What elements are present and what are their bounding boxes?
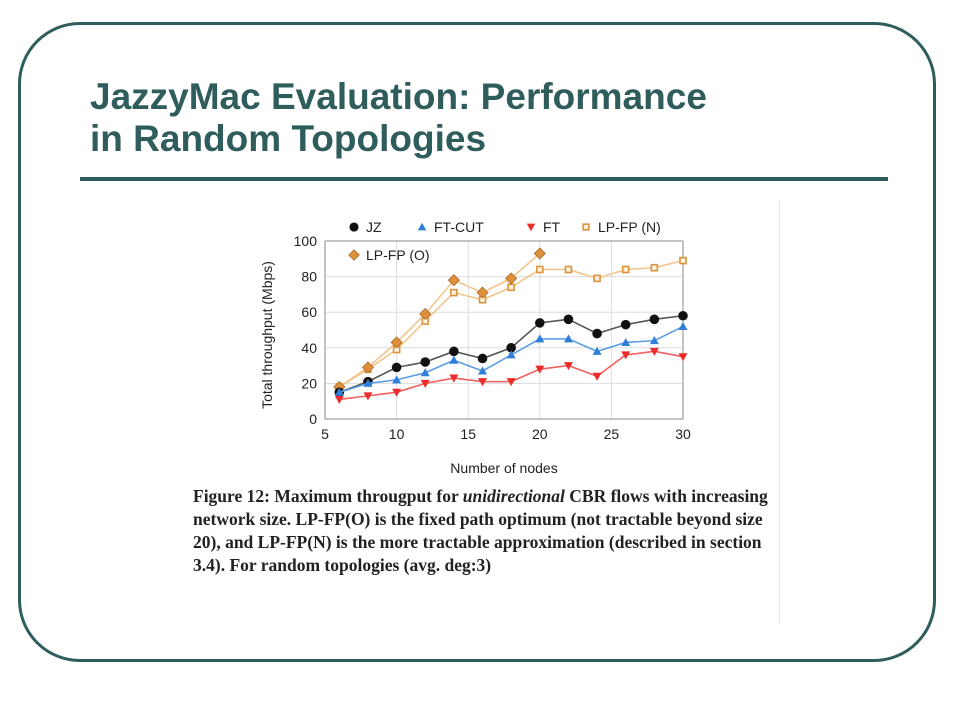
- data-point-lp-fp-o: [447, 274, 460, 287]
- data-point-ft-cut: [449, 355, 459, 364]
- legend-label-jz: JZ: [366, 219, 382, 235]
- y-axis-label: Total throughput (Mbps): [259, 261, 275, 409]
- data-point-jz: [649, 314, 660, 325]
- series-ft: [334, 347, 688, 404]
- series-ft-cut: [334, 321, 688, 396]
- series-line-lp-fp-o: [338, 252, 541, 388]
- data-point-ft-cut: [363, 378, 373, 387]
- x-tick-label: 20: [532, 426, 548, 442]
- y-tick-label: 100: [294, 233, 318, 249]
- title-underline: [80, 177, 888, 181]
- data-point-jz: [535, 318, 545, 328]
- data-point-jz: [420, 357, 431, 367]
- legend-marker-jz: [349, 222, 359, 232]
- data-point-ft: [678, 353, 688, 362]
- data-point-ft: [535, 365, 545, 374]
- series-lp-fp-o: [333, 247, 546, 394]
- data-point-lp-fp-o: [476, 286, 489, 299]
- data-point-lp-fp-n: [650, 263, 659, 272]
- slide-frame: [18, 22, 936, 662]
- legend-marker-lp-fp-o: [348, 249, 360, 261]
- data-point-ft: [478, 378, 488, 387]
- data-point-ft-cut: [592, 346, 602, 355]
- data-point-ft-cut: [392, 375, 402, 384]
- data-point-lp-fp-o: [390, 336, 403, 349]
- data-point-ft: [649, 347, 659, 356]
- data-point-ft-cut: [420, 368, 430, 377]
- data-point-lp-fp-o: [361, 361, 375, 374]
- data-point-jz: [592, 328, 602, 339]
- data-point-ft-cut: [621, 337, 631, 346]
- data-point-ft: [592, 372, 602, 381]
- slide-title-line-1: JazzyMac Evaluation: Performance: [90, 76, 707, 117]
- data-point-lp-fp-n: [679, 256, 687, 265]
- data-point-ft-cut: [678, 321, 688, 330]
- legend-marker-lp-fp-n: [582, 223, 590, 231]
- data-point-lp-fp-n: [593, 274, 601, 283]
- legend-label-lp-fp-n: LP-FP (N): [598, 219, 661, 235]
- data-point-ft-cut: [478, 366, 488, 375]
- data-point-jz: [449, 346, 459, 357]
- x-axis-label: Number of nodes: [450, 460, 557, 476]
- data-point-ft: [392, 388, 402, 397]
- y-tick-label: 40: [301, 340, 317, 356]
- y-tick-label: 0: [309, 411, 317, 427]
- data-point-ft: [621, 351, 631, 360]
- chart-svg: 0 20 40 60 80 100 5 10 15 20 25 30 JZ FT-CUT FT LP-FP …: [259, 219, 691, 476]
- caption-text-end: CBR flows with increasing network size. …: [193, 486, 768, 575]
- data-point-lp-fp-n: [507, 283, 515, 292]
- data-point-jz: [563, 314, 574, 325]
- data-point-ft: [563, 362, 573, 371]
- data-point-ft-cut: [563, 334, 573, 343]
- data-point-ft: [363, 392, 373, 401]
- slide-title: JazzyMac Evaluation: Performance in Rand…: [90, 76, 870, 160]
- throughput-chart: 0 20 40 60 80 100 5 10 15 20 25 30 JZ FT-CUT FT LP-FP …: [250, 205, 710, 485]
- data-point-lp-fp-n: [450, 288, 458, 297]
- chart-series: [333, 247, 688, 404]
- x-tick-label: 25: [604, 426, 620, 442]
- data-point-lp-fp-o: [419, 307, 432, 321]
- figure-caption: Figure 12: Maximum througput for unidire…: [193, 485, 773, 577]
- data-point-jz: [391, 362, 402, 373]
- data-point-ft-cut: [506, 350, 516, 359]
- x-tick-label: 10: [389, 426, 405, 442]
- y-tick-label: 60: [301, 304, 317, 320]
- chart-legend: JZ FT-CUT FT LP-FP (N) LP-FP (O): [348, 219, 661, 263]
- data-point-ft: [334, 395, 344, 404]
- x-tick-label: 5: [321, 426, 329, 442]
- y-tick-label: 20: [301, 375, 317, 391]
- figure-border-line: [779, 200, 780, 624]
- caption-text-start: Figure 12: Maximum througput for: [193, 486, 463, 506]
- x-tick-label: 30: [675, 426, 691, 442]
- plot-area: [324, 240, 684, 420]
- data-point-ft-cut: [535, 334, 545, 343]
- series-jz: [334, 310, 688, 398]
- data-point-lp-fp-n: [564, 265, 573, 274]
- legend-marker-ft-cut: [417, 222, 427, 231]
- y-tick-label: 80: [301, 269, 317, 285]
- x-tick-label: 15: [460, 426, 476, 442]
- data-point-jz: [620, 319, 631, 330]
- data-point-lp-fp-n: [535, 265, 544, 274]
- legend-label-ft: FT: [543, 219, 561, 235]
- legend-label-lp-fp-o: LP-FP (O): [366, 247, 430, 263]
- data-point-jz: [477, 353, 488, 364]
- legend-label-ft-cut: FT-CUT: [434, 219, 484, 235]
- data-point-lp-fp-n: [621, 265, 630, 274]
- data-point-ft-cut: [334, 387, 344, 396]
- legend-marker-ft: [526, 223, 536, 232]
- data-point-ft: [506, 378, 516, 387]
- data-point-ft: [420, 379, 430, 388]
- data-point-jz: [506, 343, 516, 353]
- caption-italic-term: unidirectional: [462, 486, 565, 506]
- data-point-ft: [449, 374, 459, 383]
- chart-axes: 0 20 40 60 80 100 5 10 15 20 25 30: [294, 233, 691, 442]
- data-point-lp-fp-o: [505, 272, 518, 285]
- data-point-ft-cut: [649, 336, 659, 345]
- slide-title-line-2: in Random Topologies: [90, 118, 487, 159]
- data-point-lp-fp-o: [533, 247, 546, 260]
- series-line-ft: [339, 350, 684, 401]
- data-point-jz: [678, 310, 688, 321]
